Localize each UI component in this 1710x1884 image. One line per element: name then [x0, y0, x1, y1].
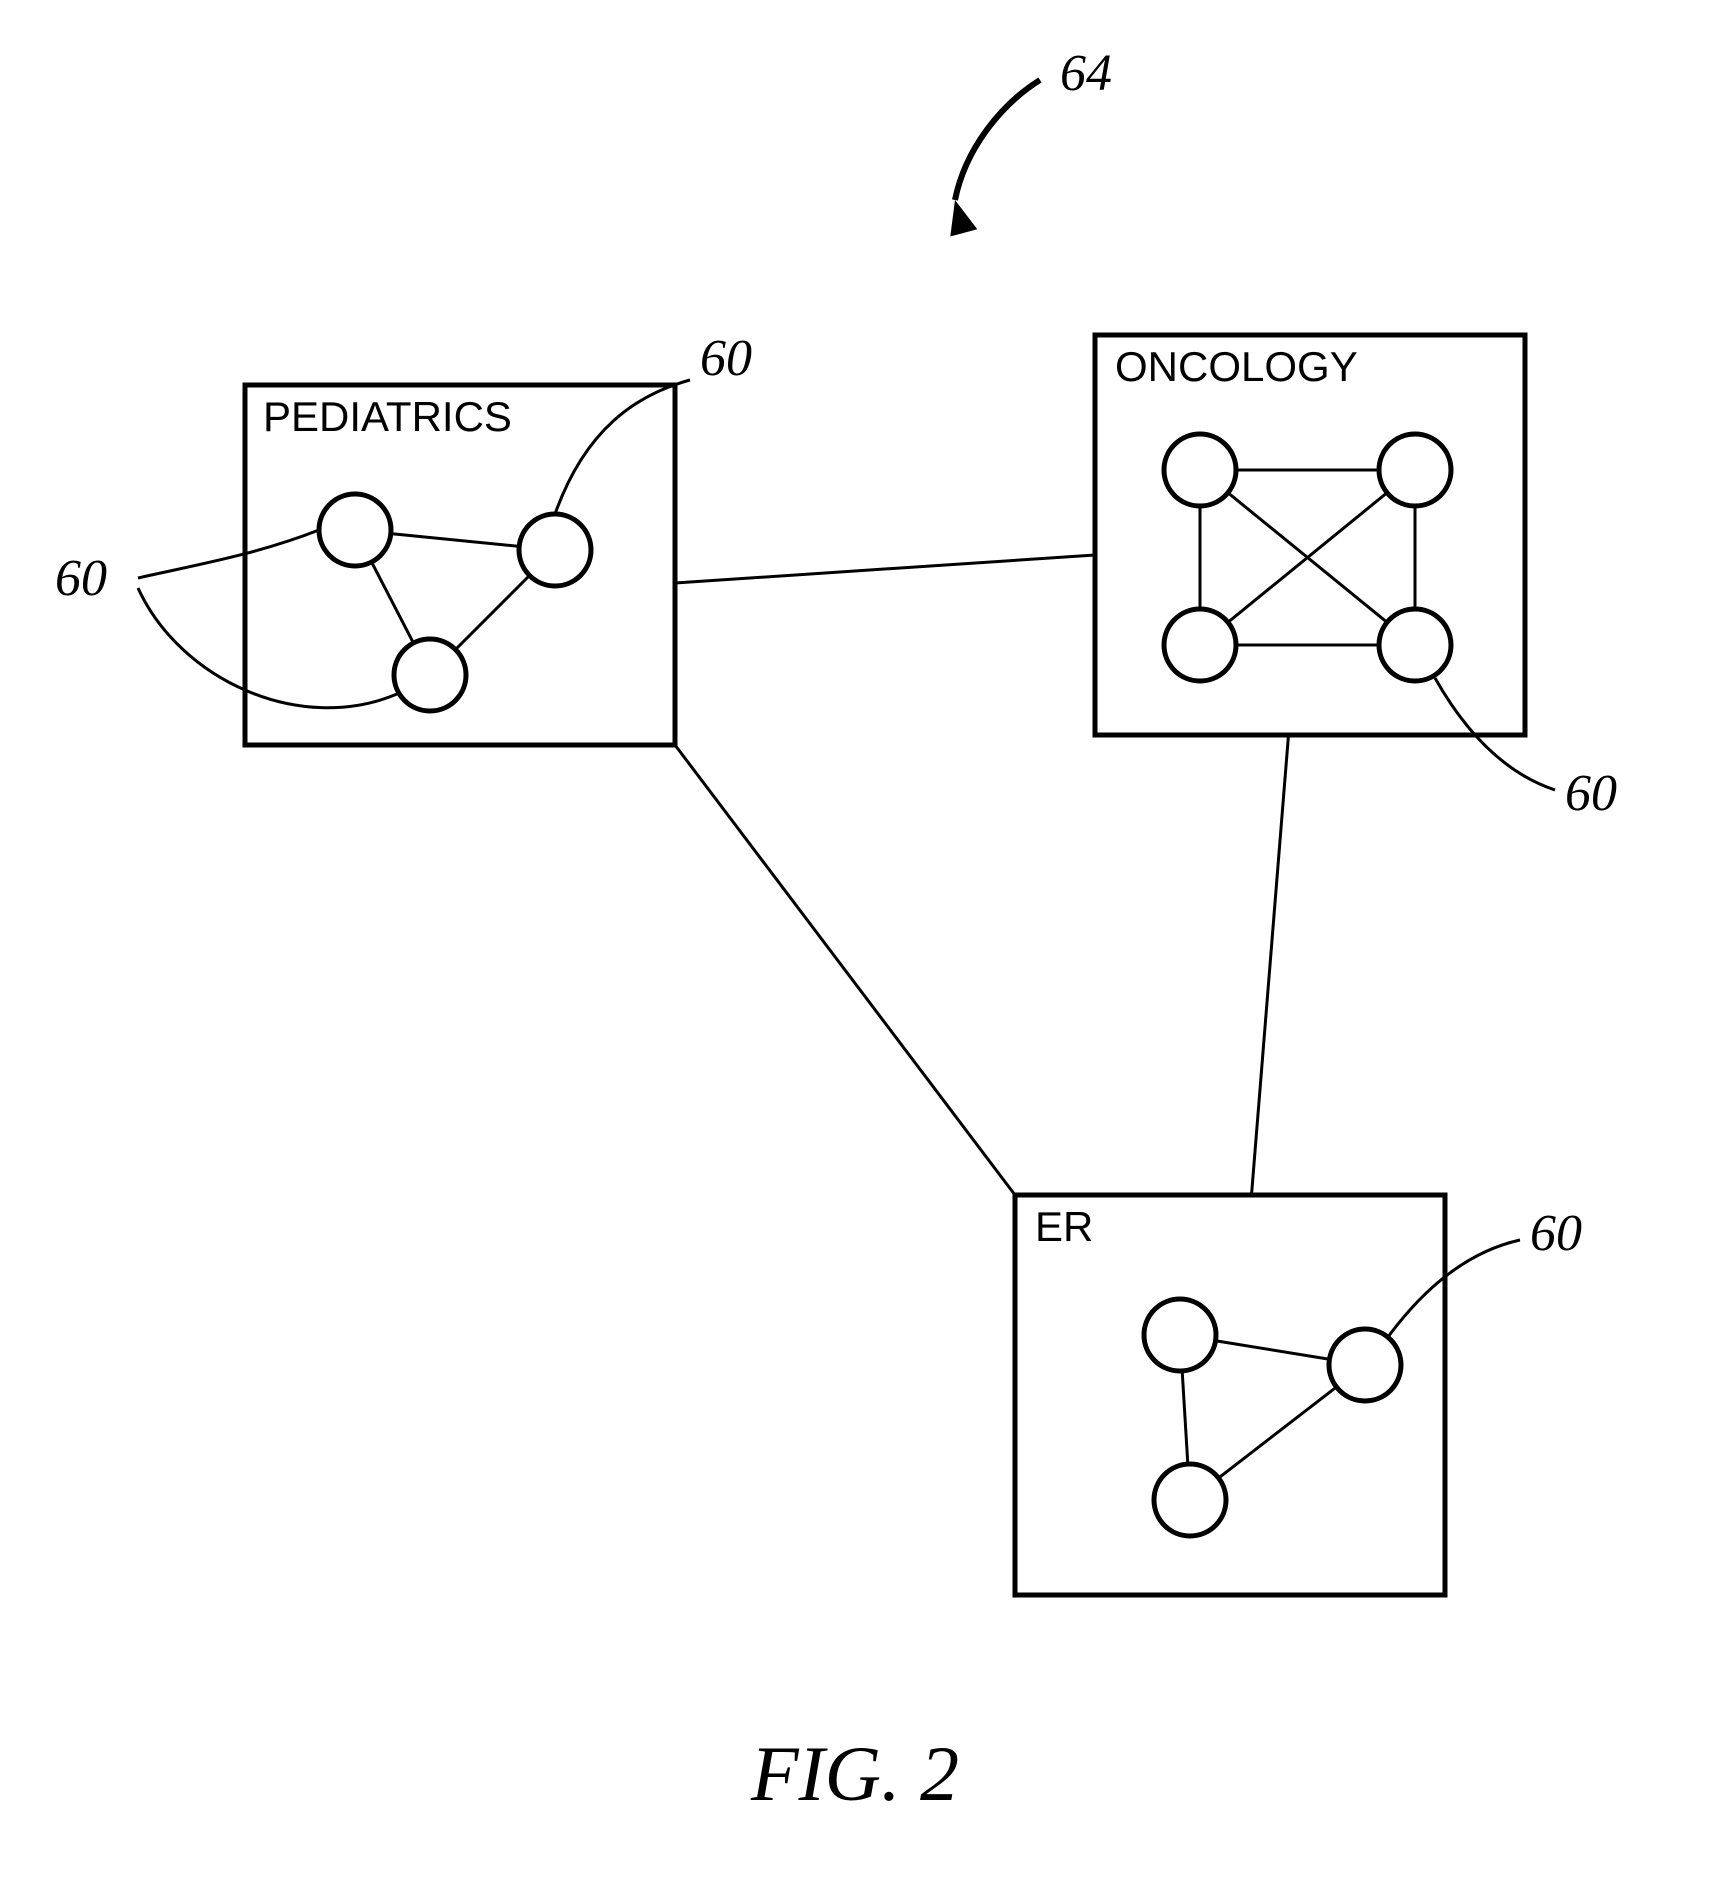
graph-node [1329, 1329, 1401, 1401]
graph-node [1144, 1299, 1216, 1371]
graph-node [1379, 609, 1451, 681]
ref-label-64: 64 [1060, 45, 1112, 102]
ref-label-60: 60 [700, 330, 752, 387]
box-er: ER [1015, 1195, 1445, 1595]
graph-node [519, 514, 591, 586]
box-label: ER [1035, 1203, 1093, 1250]
inter-edge [675, 745, 1015, 1195]
box-rect [1095, 335, 1525, 735]
graph-node [319, 494, 391, 566]
graph-node [1164, 609, 1236, 681]
box-oncology: ONCOLOGY [1095, 335, 1525, 735]
box-pediatrics: PEDIATRICS [245, 385, 675, 745]
boxes-layer: PEDIATRICS ONCOLOGY ER [245, 335, 1525, 1595]
graph-node [394, 639, 466, 711]
ref-label-60: 60 [55, 550, 107, 607]
graph-node [1379, 434, 1451, 506]
ref-label-60: 60 [1530, 1205, 1582, 1262]
box-label: PEDIATRICS [263, 393, 512, 440]
box-label: ONCOLOGY [1115, 343, 1358, 390]
inter-edge [675, 555, 1095, 583]
ref-label-60: 60 [1565, 765, 1617, 822]
figure-arrowhead [950, 200, 977, 236]
diagram-canvas: PEDIATRICS ONCOLOGY ER 60 60 60 60 64 FIG. 2 [0, 0, 1710, 1884]
figure-arrow [955, 80, 1040, 200]
figure-caption: FIG. 2 [750, 1730, 959, 1817]
graph-node [1154, 1464, 1226, 1536]
graph-node [1164, 434, 1236, 506]
inter-edge [1252, 735, 1289, 1195]
